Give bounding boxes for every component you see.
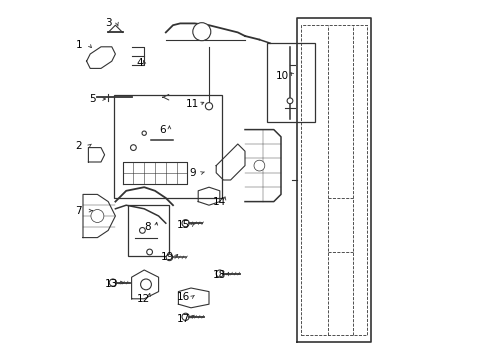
Text: 16: 16 (176, 292, 190, 302)
Text: 18: 18 (213, 270, 226, 280)
Circle shape (140, 228, 145, 233)
Bar (114, 95, 221, 198)
Circle shape (216, 270, 223, 277)
Circle shape (141, 279, 151, 290)
Text: 4: 4 (137, 58, 143, 68)
Circle shape (147, 249, 152, 255)
Text: 13: 13 (104, 279, 118, 289)
Text: 14: 14 (213, 197, 226, 207)
Text: 3: 3 (106, 18, 112, 28)
Text: 1: 1 (75, 40, 82, 50)
Circle shape (166, 254, 172, 261)
Text: 15: 15 (176, 220, 190, 230)
Bar (267, 43, 315, 122)
Circle shape (91, 210, 104, 222)
Circle shape (287, 98, 293, 104)
Text: 8: 8 (144, 222, 150, 232)
Text: 19: 19 (161, 252, 174, 262)
Text: 9: 9 (190, 168, 196, 178)
Circle shape (130, 145, 136, 150)
Text: 5: 5 (89, 94, 96, 104)
Circle shape (182, 220, 189, 227)
Text: 6: 6 (159, 125, 166, 135)
Text: 12: 12 (137, 294, 150, 304)
Text: 7: 7 (75, 206, 82, 216)
Circle shape (193, 23, 211, 41)
Circle shape (254, 160, 265, 171)
Circle shape (109, 279, 117, 286)
Bar (128, 205, 170, 256)
Circle shape (182, 313, 189, 320)
Text: 2: 2 (75, 141, 82, 151)
Text: 17: 17 (176, 314, 190, 324)
Circle shape (142, 131, 147, 135)
Text: 11: 11 (185, 99, 199, 109)
Text: 10: 10 (276, 71, 290, 81)
Circle shape (205, 103, 213, 110)
